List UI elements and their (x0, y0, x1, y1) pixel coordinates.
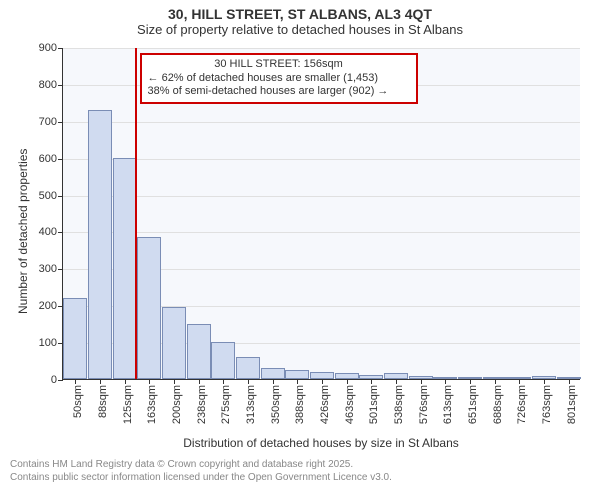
xtick-label: 651sqm (467, 385, 479, 424)
xtick-label: 313sqm (245, 385, 257, 424)
ytick-mark (58, 232, 63, 233)
ytick-label: 800 (39, 79, 57, 91)
xtick-label: 50sqm (72, 385, 84, 418)
xtick-mark (396, 379, 397, 384)
histogram-bar (310, 372, 334, 379)
xtick-mark (445, 379, 446, 384)
xtick-mark (519, 379, 520, 384)
annotation-line: 30 HILL STREET: 156sqm (148, 58, 410, 72)
annotation-line: 38% of semi-detached houses are larger (… (148, 85, 410, 99)
xtick-mark (199, 379, 200, 384)
xtick-mark (322, 379, 323, 384)
annotation-line: ← 62% of detached houses are smaller (1,… (148, 72, 410, 86)
histogram-plot: 010020030040050060070080090050sqm88sqm12… (62, 48, 580, 380)
xtick-mark (371, 379, 372, 384)
ytick-label: 600 (39, 153, 57, 165)
ytick-label: 100 (39, 337, 57, 349)
histogram-bar (236, 357, 260, 379)
xtick-label: 613sqm (442, 385, 454, 424)
page-title: 30, HILL STREET, ST ALBANS, AL3 4QT (0, 0, 600, 22)
ytick-label: 900 (39, 42, 57, 54)
xtick-mark (223, 379, 224, 384)
ytick-label: 500 (39, 190, 57, 202)
xtick-label: 350sqm (270, 385, 282, 424)
xtick-label: 688sqm (492, 385, 504, 424)
footer-line-1: Contains HM Land Registry data © Crown c… (10, 458, 392, 471)
xtick-mark (470, 379, 471, 384)
histogram-bar (63, 298, 87, 379)
gridline (63, 196, 580, 197)
xtick-mark (149, 379, 150, 384)
ytick-mark (58, 85, 63, 86)
ytick-label: 300 (39, 263, 57, 275)
ytick-mark (58, 159, 63, 160)
xtick-label: 726sqm (516, 385, 528, 424)
gridline (63, 232, 580, 233)
xtick-label: 501sqm (368, 385, 380, 424)
xtick-label: 576sqm (418, 385, 430, 424)
ytick-mark (58, 269, 63, 270)
xtick-mark (297, 379, 298, 384)
histogram-bar (88, 110, 112, 379)
xtick-mark (174, 379, 175, 384)
ytick-mark (58, 380, 63, 381)
gridline (63, 122, 580, 123)
page-subtitle: Size of property relative to detached ho… (0, 22, 600, 41)
histogram-bar (113, 158, 137, 379)
xtick-label: 125sqm (122, 385, 134, 424)
xtick-mark (495, 379, 496, 384)
xtick-mark (347, 379, 348, 384)
xtick-label: 275sqm (220, 385, 232, 424)
histogram-bar (211, 342, 235, 379)
xtick-mark (248, 379, 249, 384)
xtick-mark (125, 379, 126, 384)
xtick-mark (569, 379, 570, 384)
xtick-label: 388sqm (294, 385, 306, 424)
xtick-label: 801sqm (566, 385, 578, 424)
marker-line (135, 48, 137, 379)
footer-attribution: Contains HM Land Registry data © Crown c… (10, 458, 392, 484)
annotation-box: 30 HILL STREET: 156sqm← 62% of detached … (140, 53, 418, 104)
xtick-label: 426sqm (319, 385, 331, 424)
ytick-label: 0 (51, 374, 57, 386)
y-axis-label: Number of detached properties (16, 149, 30, 314)
xtick-mark (273, 379, 274, 384)
x-axis-label: Distribution of detached houses by size … (62, 436, 580, 450)
gridline (63, 159, 580, 160)
ytick-mark (58, 196, 63, 197)
histogram-bar (261, 368, 285, 379)
histogram-bar (162, 307, 186, 379)
xtick-mark (544, 379, 545, 384)
ytick-mark (58, 122, 63, 123)
xtick-label: 538sqm (393, 385, 405, 424)
histogram-bar (137, 237, 161, 379)
histogram-bar (285, 370, 309, 379)
xtick-mark (421, 379, 422, 384)
ytick-mark (58, 48, 63, 49)
xtick-mark (75, 379, 76, 384)
xtick-label: 238sqm (196, 385, 208, 424)
xtick-label: 463sqm (344, 385, 356, 424)
footer-line-2: Contains public sector information licen… (10, 471, 392, 484)
ytick-label: 700 (39, 116, 57, 128)
ytick-label: 400 (39, 226, 57, 238)
histogram-bar (187, 324, 211, 379)
xtick-label: 763sqm (541, 385, 553, 424)
xtick-label: 88sqm (97, 385, 109, 418)
gridline (63, 48, 580, 49)
xtick-label: 163sqm (146, 385, 158, 424)
xtick-label: 200sqm (171, 385, 183, 424)
xtick-mark (100, 379, 101, 384)
ytick-label: 200 (39, 300, 57, 312)
